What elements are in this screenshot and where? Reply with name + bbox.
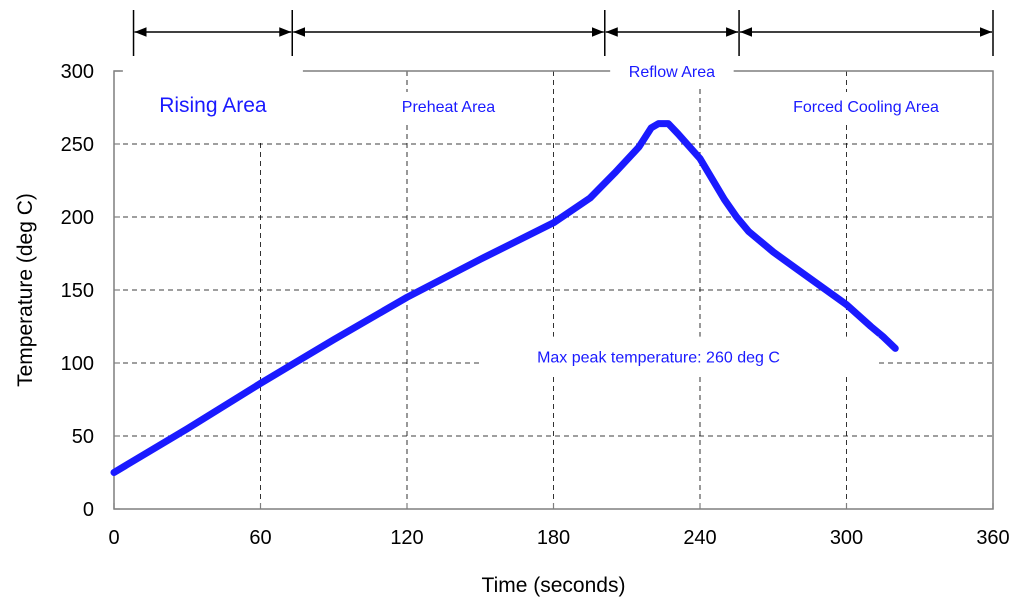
x-tick-label: 180 xyxy=(537,527,570,549)
x-tick-label: 0 xyxy=(108,527,119,549)
y-tick-label: 250 xyxy=(61,134,94,156)
region-label-bg xyxy=(122,62,303,142)
temperature-curve xyxy=(110,120,899,476)
tick-labels: 0 60 120 180 240 300 360 0 50 100 150 200 250 300 xyxy=(61,61,1010,549)
x-tick-label: 60 xyxy=(249,527,271,549)
x-tick-label: 360 xyxy=(976,527,1009,549)
y-tick-label: 300 xyxy=(61,61,94,83)
peak-annotation: Max peak temperature: 260 deg C xyxy=(537,350,780,367)
x-tick-label: 240 xyxy=(683,527,716,549)
annotation-bg xyxy=(482,336,879,377)
y-tick-label: 150 xyxy=(61,280,94,302)
y-tick-label: 0 xyxy=(83,499,94,521)
y-tick-label: 200 xyxy=(61,207,94,229)
region-label-bg xyxy=(770,92,962,122)
y-tick-label: 50 xyxy=(72,426,94,448)
region-label: Preheat Area xyxy=(402,99,496,116)
y-axis-title: Temperature (deg C) xyxy=(14,193,37,387)
region-label: Rising Area xyxy=(159,94,267,117)
x-tick-label: 120 xyxy=(390,527,423,549)
region-label: Forced Cooling Area xyxy=(793,99,939,116)
region-label-bg xyxy=(610,57,734,87)
series-group xyxy=(110,120,899,476)
region-markers: Rising Area Preheat Area Reflow Area Forced… xyxy=(122,10,994,142)
grid xyxy=(114,71,993,509)
x-axis-title: Time (seconds) xyxy=(482,574,626,597)
region-label: Reflow Area xyxy=(629,64,715,81)
y-tick-label: 100 xyxy=(61,353,94,375)
annotations: Max peak temperature: 260 deg C xyxy=(482,336,879,377)
region-label-bg xyxy=(382,92,515,122)
x-tick-label: 300 xyxy=(830,527,863,549)
